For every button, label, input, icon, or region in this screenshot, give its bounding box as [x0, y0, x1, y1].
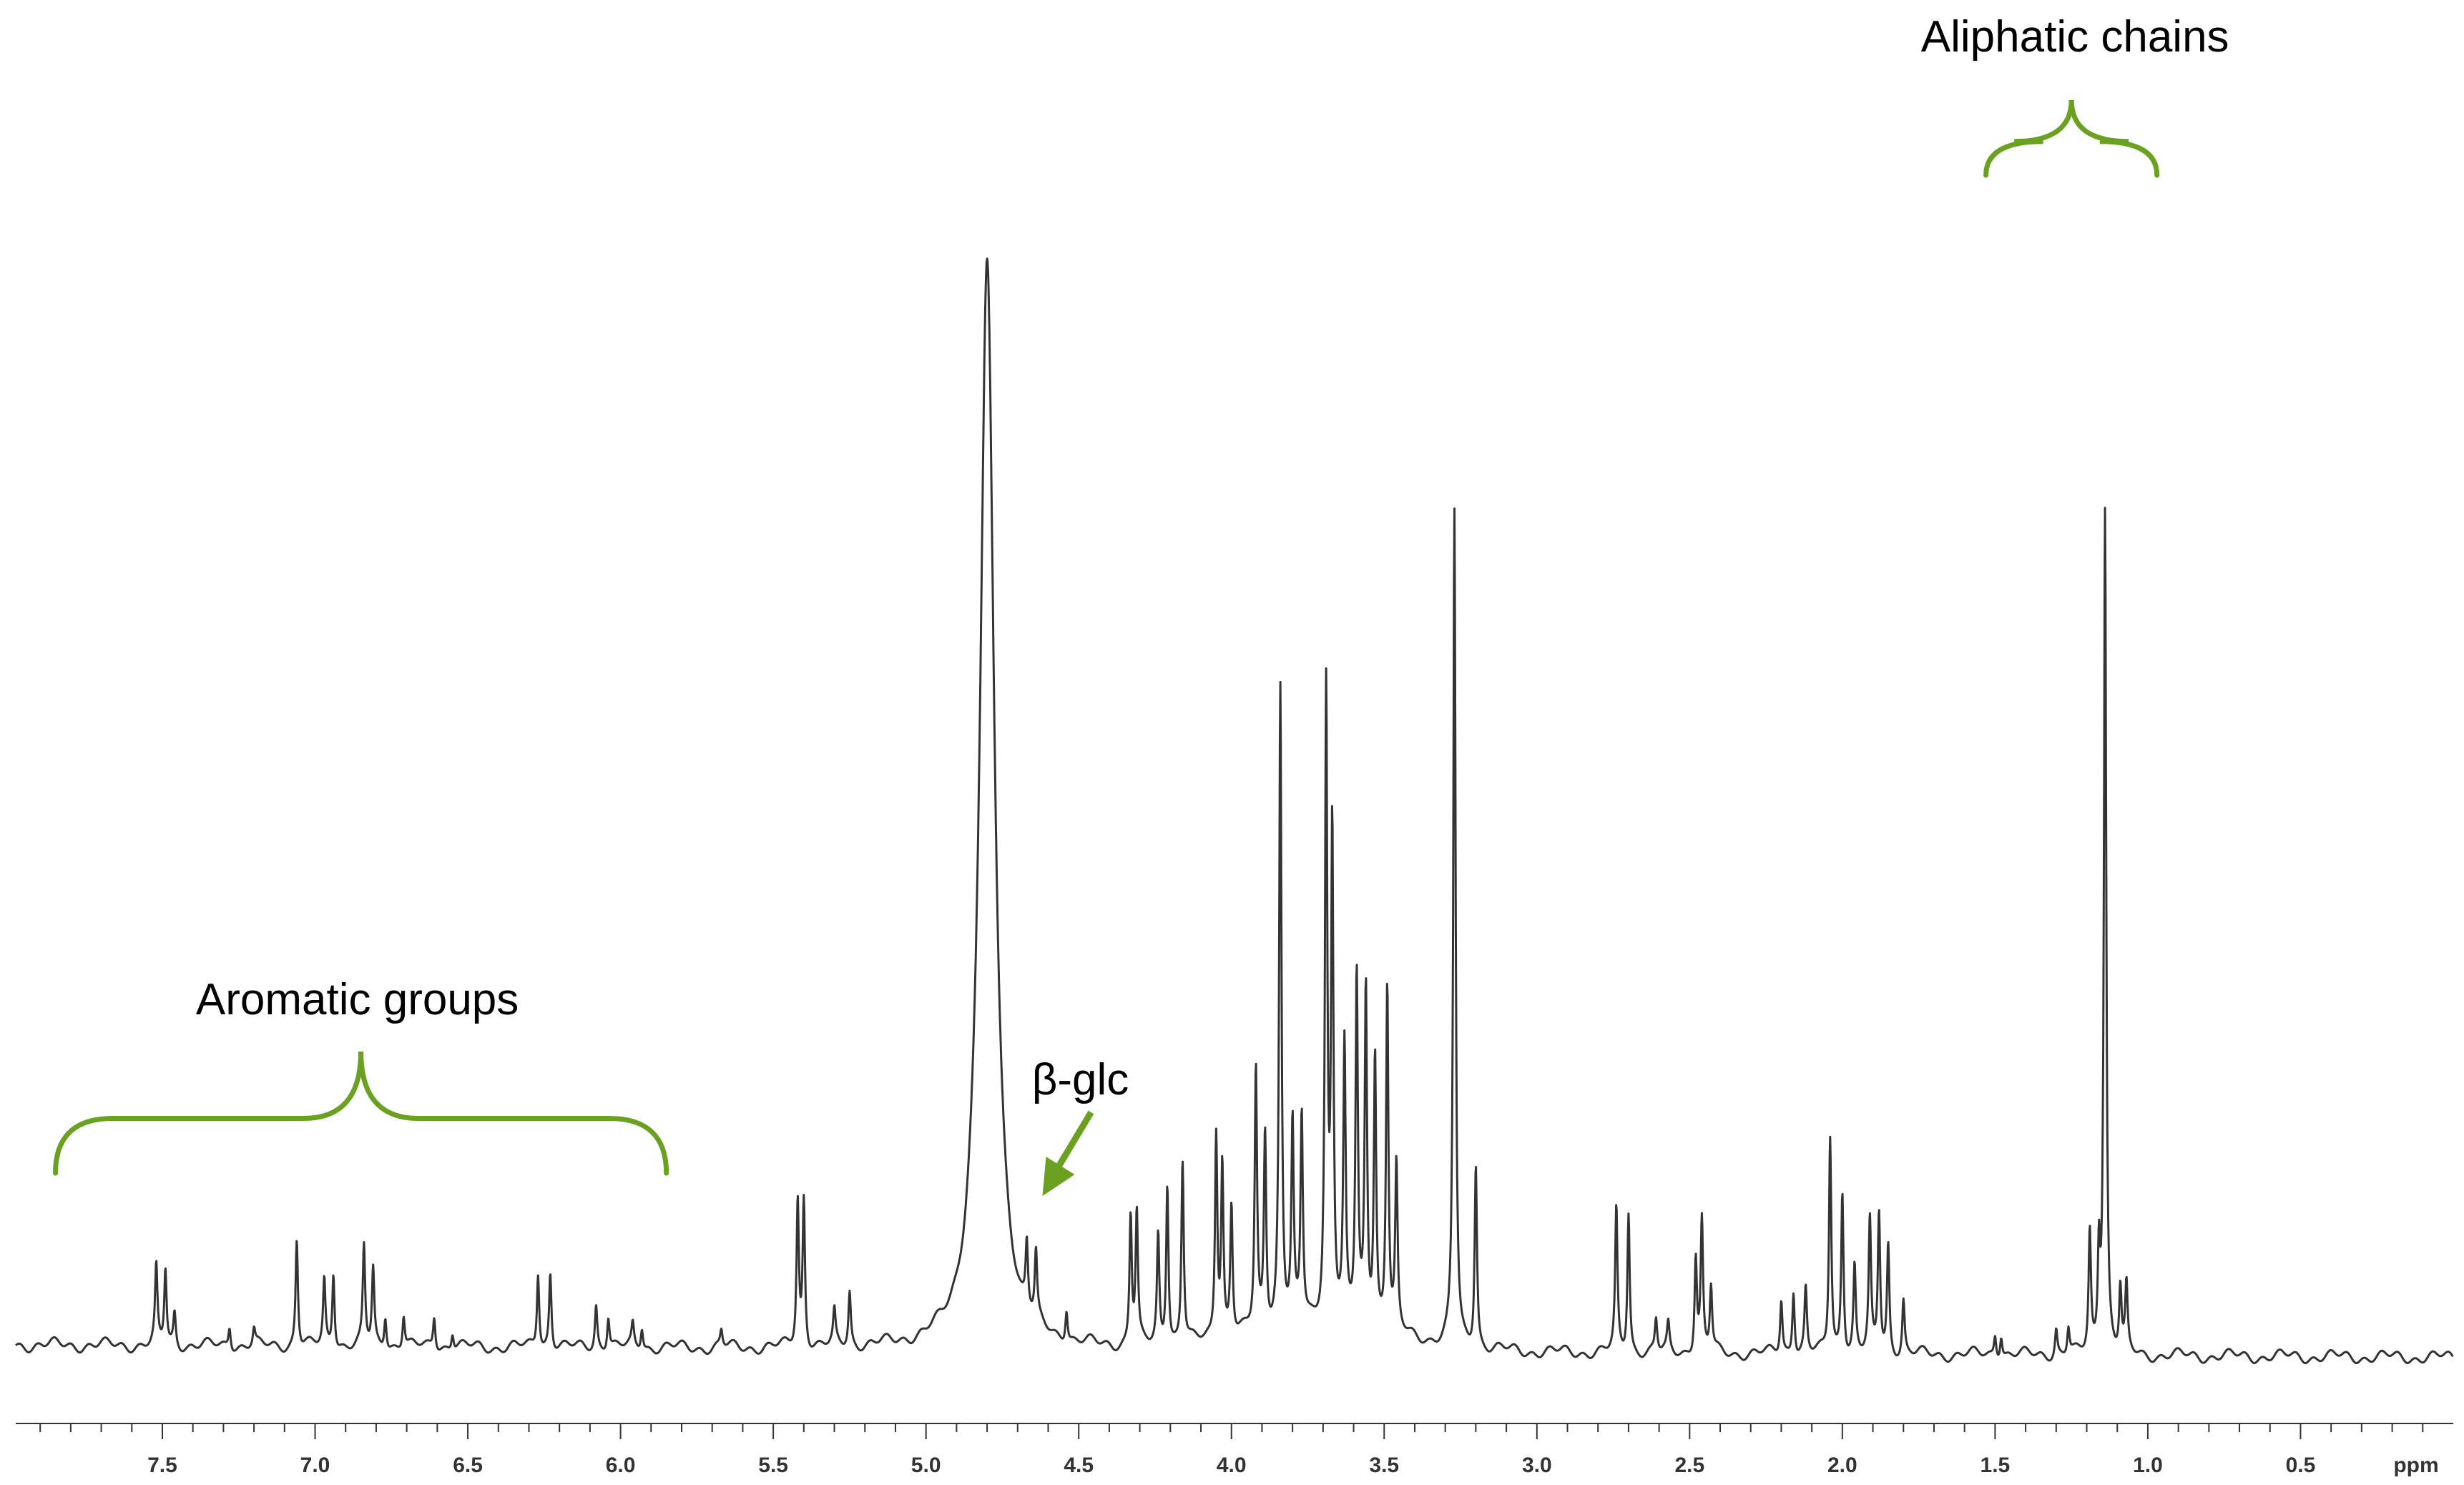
peak-point	[1853, 1257, 1856, 1260]
x-axis: 7.5 7.0 6.5 6.0 5.5 5.0 4.5 4.0 3.5 3.0 2.5 2.0 1.5 1…	[16, 1423, 2453, 1477]
x-tick-label: 1.5	[1980, 1454, 2011, 1477]
beta-glc-arrow-shaft	[1056, 1110, 1094, 1168]
peak-point	[1792, 1278, 1795, 1281]
peak-point	[433, 1311, 436, 1314]
beta-glc-label: β-glc	[1032, 1055, 1129, 1104]
peak-point	[1805, 1278, 1807, 1281]
x-axis-tick-labels: 7.5 7.0 6.5 6.0 5.5 5.0 4.5 4.0 3.5 3.0 2.5 2.0 1.5 1…	[147, 1454, 2315, 1477]
peak-point	[1694, 1246, 1697, 1249]
x-tick-label: 4.5	[1064, 1454, 1094, 1477]
x-tick-label: 7.0	[300, 1454, 330, 1477]
x-tick-label: 7.5	[147, 1454, 177, 1477]
peak-point	[1474, 1159, 1477, 1162]
peak-point	[594, 1300, 597, 1303]
x-tick-label: 3.5	[1369, 1454, 1399, 1477]
x-tick-label: 1.0	[2133, 1454, 2163, 1477]
peak-point	[384, 1311, 387, 1314]
peak-point	[2067, 1316, 2070, 1319]
peak-point	[402, 1311, 405, 1314]
peak-point	[1627, 1202, 1630, 1205]
x-tick-label: 5.5	[758, 1454, 788, 1477]
peak-point	[1878, 1202, 1880, 1205]
x-tick-label: 3.0	[1522, 1454, 1552, 1477]
peak-point	[2000, 1322, 2003, 1325]
annotations: Aromatic groups Aliphatic chains β-glc	[53, 12, 2229, 1196]
aromatic-groups-label: Aromatic groups	[196, 975, 519, 1024]
x-tick-label: 0.5	[2286, 1454, 2316, 1477]
peak-point	[228, 1322, 231, 1325]
peak-point	[640, 1322, 643, 1325]
peak-point	[1902, 1289, 1905, 1292]
peak-point	[1780, 1289, 1782, 1292]
peak-point	[2055, 1316, 2058, 1319]
x-tick-label: 5.0	[911, 1454, 941, 1477]
peak-point	[1887, 1235, 1890, 1238]
peak-point	[451, 1327, 454, 1330]
aliphatic-chains-label: Aliphatic chains	[1921, 12, 2229, 62]
peak-point	[295, 1235, 298, 1238]
peak-point	[536, 1268, 539, 1270]
peak-point	[1166, 1181, 1169, 1184]
peak-point	[549, 1268, 551, 1270]
x-tick-label: 6.0	[606, 1454, 636, 1477]
peak-point	[1709, 1278, 1712, 1281]
x-axis-ticks	[39, 1423, 2424, 1439]
aromatic-brace	[53, 1051, 669, 1176]
aliphatic-brace	[1983, 99, 2160, 178]
x-tick-label: 2.0	[1827, 1454, 1857, 1477]
peak-point	[1654, 1311, 1657, 1314]
peak-markers	[154, 260, 2128, 1330]
peak-point	[607, 1311, 610, 1314]
peak-point	[1829, 1127, 1832, 1129]
peak-point	[1993, 1322, 1996, 1325]
x-axis-unit-label: ppm	[2393, 1454, 2438, 1477]
spectrum-trace	[15, 258, 2454, 1365]
x-tick-label: 2.5	[1674, 1454, 1704, 1477]
peak-point	[1841, 1181, 1844, 1184]
x-tick-label: 4.0	[1217, 1454, 1247, 1477]
x-tick-label: 6.5	[453, 1454, 483, 1477]
beta-glc-arrow-head	[1042, 1157, 1075, 1196]
peak-point	[2104, 498, 2106, 501]
peak-point	[332, 1268, 335, 1270]
